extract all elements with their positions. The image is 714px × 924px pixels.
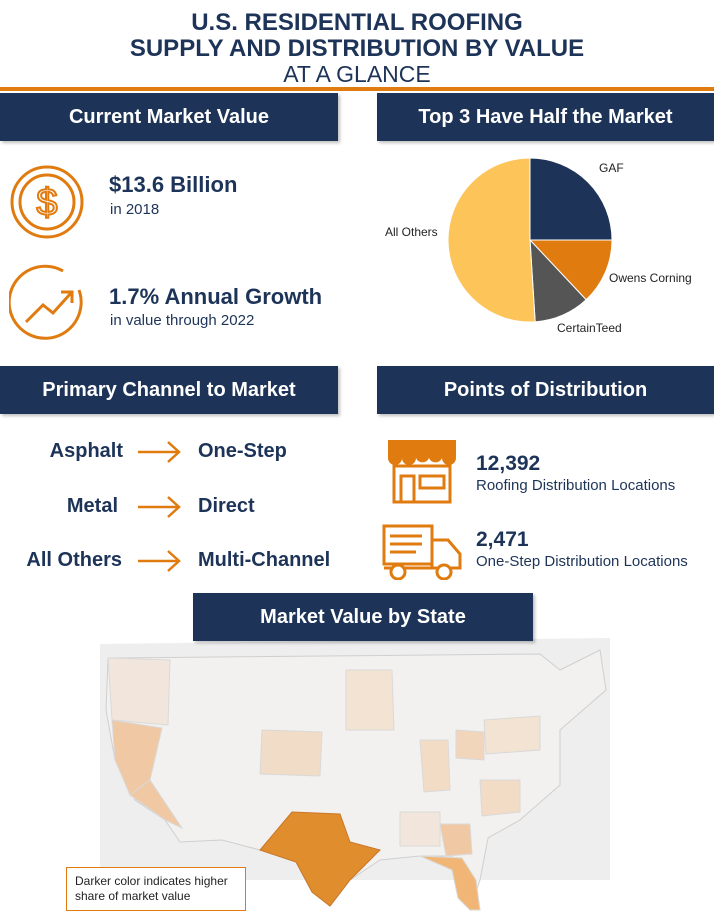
- map-legend-line2: share of market value: [75, 889, 191, 903]
- distribution-label-onestep: One-Step Distribution Locations: [476, 553, 688, 570]
- section-heading-market-value: Current Market Value: [0, 93, 338, 141]
- section-heading-distribution: Points of Distribution: [377, 366, 714, 414]
- map-legend: Darker color indicates higher share of m…: [66, 867, 246, 911]
- pie-slice-all-others: [447, 157, 536, 323]
- page-subtitle: AT A GLANCE: [283, 61, 431, 87]
- section-heading-channel: Primary Channel to Market: [0, 366, 338, 414]
- storefront-icon: [384, 438, 460, 504]
- page-title-line2: SUPPLY AND DISTRIBUTION BY VALUE: [129, 35, 585, 62]
- channel-product-metal: Metal: [66, 495, 118, 517]
- delivery-truck-icon: [382, 524, 464, 582]
- pie-label-certainteed: CertainTeed: [557, 321, 622, 335]
- section-heading-map: Market Value by State: [193, 593, 533, 641]
- arrow-right-icon: [138, 495, 182, 524]
- pie-slice-gaf: [529, 157, 613, 241]
- distribution-count-onestep: 2,471: [476, 528, 529, 551]
- channel-onestep: One-Step: [198, 440, 287, 462]
- market-value: $13.6 Billion: [109, 172, 238, 197]
- growth-note: in value through 2022: [110, 312, 255, 329]
- growth-value: 1.7% Annual Growth: [109, 284, 323, 309]
- channel-multi-channel: Multi-Channel: [198, 549, 331, 571]
- arrow-right-icon: [138, 440, 182, 469]
- pie-slice-owens-corning: [528, 239, 613, 301]
- arrow-right-icon: [138, 549, 182, 578]
- pie-label-gaf: GAF: [599, 161, 624, 175]
- market-share-pie-chart: [447, 157, 613, 323]
- svg-text:$: $: [36, 182, 57, 224]
- distribution-label-roofing: Roofing Distribution Locations: [476, 477, 676, 494]
- channel-direct: Direct: [198, 495, 255, 517]
- market-value-note: in 2018: [110, 201, 160, 218]
- page-title-line1: U.S. RESIDENTIAL ROOFING: [191, 9, 523, 36]
- map-legend-line1: Darker color indicates higher: [75, 874, 228, 888]
- channel-product-asphalt: Asphalt: [49, 440, 123, 462]
- distribution-count-roofing: 12,392: [476, 452, 541, 475]
- pie-label-all-others: All Others: [385, 225, 438, 239]
- header-rule: [0, 87, 714, 91]
- dollar-coin-icon: $: [9, 164, 85, 240]
- pie-label-owens-corning: Owens Corning: [609, 271, 692, 285]
- trend-up-icon: [7, 264, 89, 344]
- channel-product-all-others: All Others: [26, 549, 122, 571]
- section-heading-top3: Top 3 Have Half the Market: [377, 93, 714, 141]
